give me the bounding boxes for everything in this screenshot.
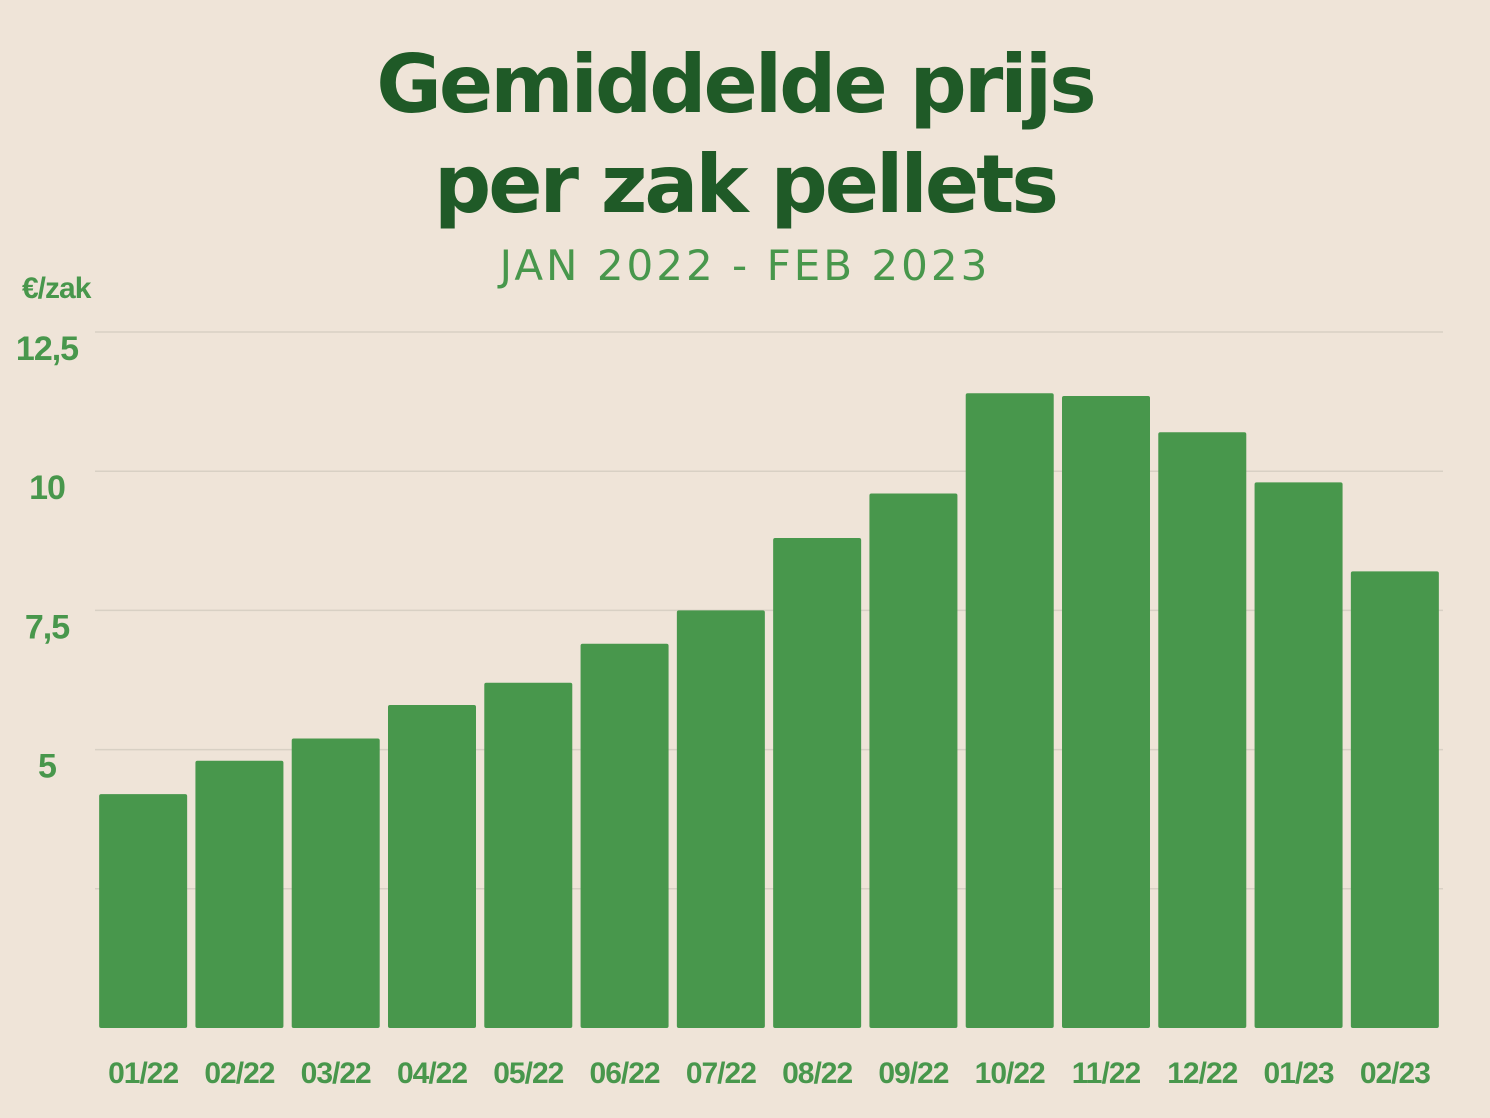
x-tick-label: 09/22: [878, 1057, 948, 1090]
x-tick-label: 04/22: [397, 1057, 467, 1090]
bar: [99, 794, 188, 1028]
y-axis-ticks: 12,5 10 7,5 5: [16, 330, 79, 786]
bar: [773, 538, 862, 1028]
bar: [676, 610, 765, 1028]
bar: [580, 643, 669, 1028]
x-tick-label: 12/22: [1167, 1057, 1237, 1090]
bar: [1062, 396, 1150, 1029]
bar: [1254, 482, 1343, 1028]
bar: [1350, 571, 1439, 1028]
y-tick-label: 12,5: [16, 330, 78, 368]
bar: [195, 760, 284, 1028]
bar: [965, 393, 1054, 1028]
bar: [388, 705, 476, 1028]
x-tick-label: 07/22: [686, 1057, 756, 1090]
chart-title-line2: per zak pellets: [434, 138, 1056, 231]
bar: [1158, 432, 1247, 1028]
chart-subtitle: JAN 2022 - FEB 2023: [497, 241, 991, 290]
bar: [291, 738, 380, 1028]
x-tick-label: 02/22: [204, 1057, 274, 1090]
x-axis-ticks: 01/22 02/22 03/22 04/22 05/22 06/22 07/22 08/22…: [108, 1057, 1431, 1090]
x-tick-label: 06/22: [590, 1057, 660, 1090]
y-tick-label: 10: [29, 469, 65, 507]
bars: [99, 393, 1439, 1029]
bar: [869, 493, 958, 1028]
chart-title-line1: Gemiddelde prijs: [376, 38, 1093, 131]
x-tick-label: 01/23: [1264, 1057, 1334, 1090]
y-tick-label: 7,5: [25, 608, 69, 646]
x-tick-label: 05/22: [493, 1057, 563, 1090]
y-axis-label: €/zak: [22, 272, 92, 305]
x-tick-label: 11/22: [1072, 1057, 1141, 1090]
x-tick-label: 03/22: [301, 1057, 371, 1090]
bar: [484, 682, 573, 1028]
x-tick-label: 02/23: [1360, 1057, 1430, 1090]
x-tick-label: 01/22: [108, 1057, 178, 1090]
x-tick-label: 10/22: [975, 1057, 1045, 1090]
y-tick-label: 5: [38, 748, 56, 786]
x-tick-label: 08/22: [782, 1057, 852, 1090]
